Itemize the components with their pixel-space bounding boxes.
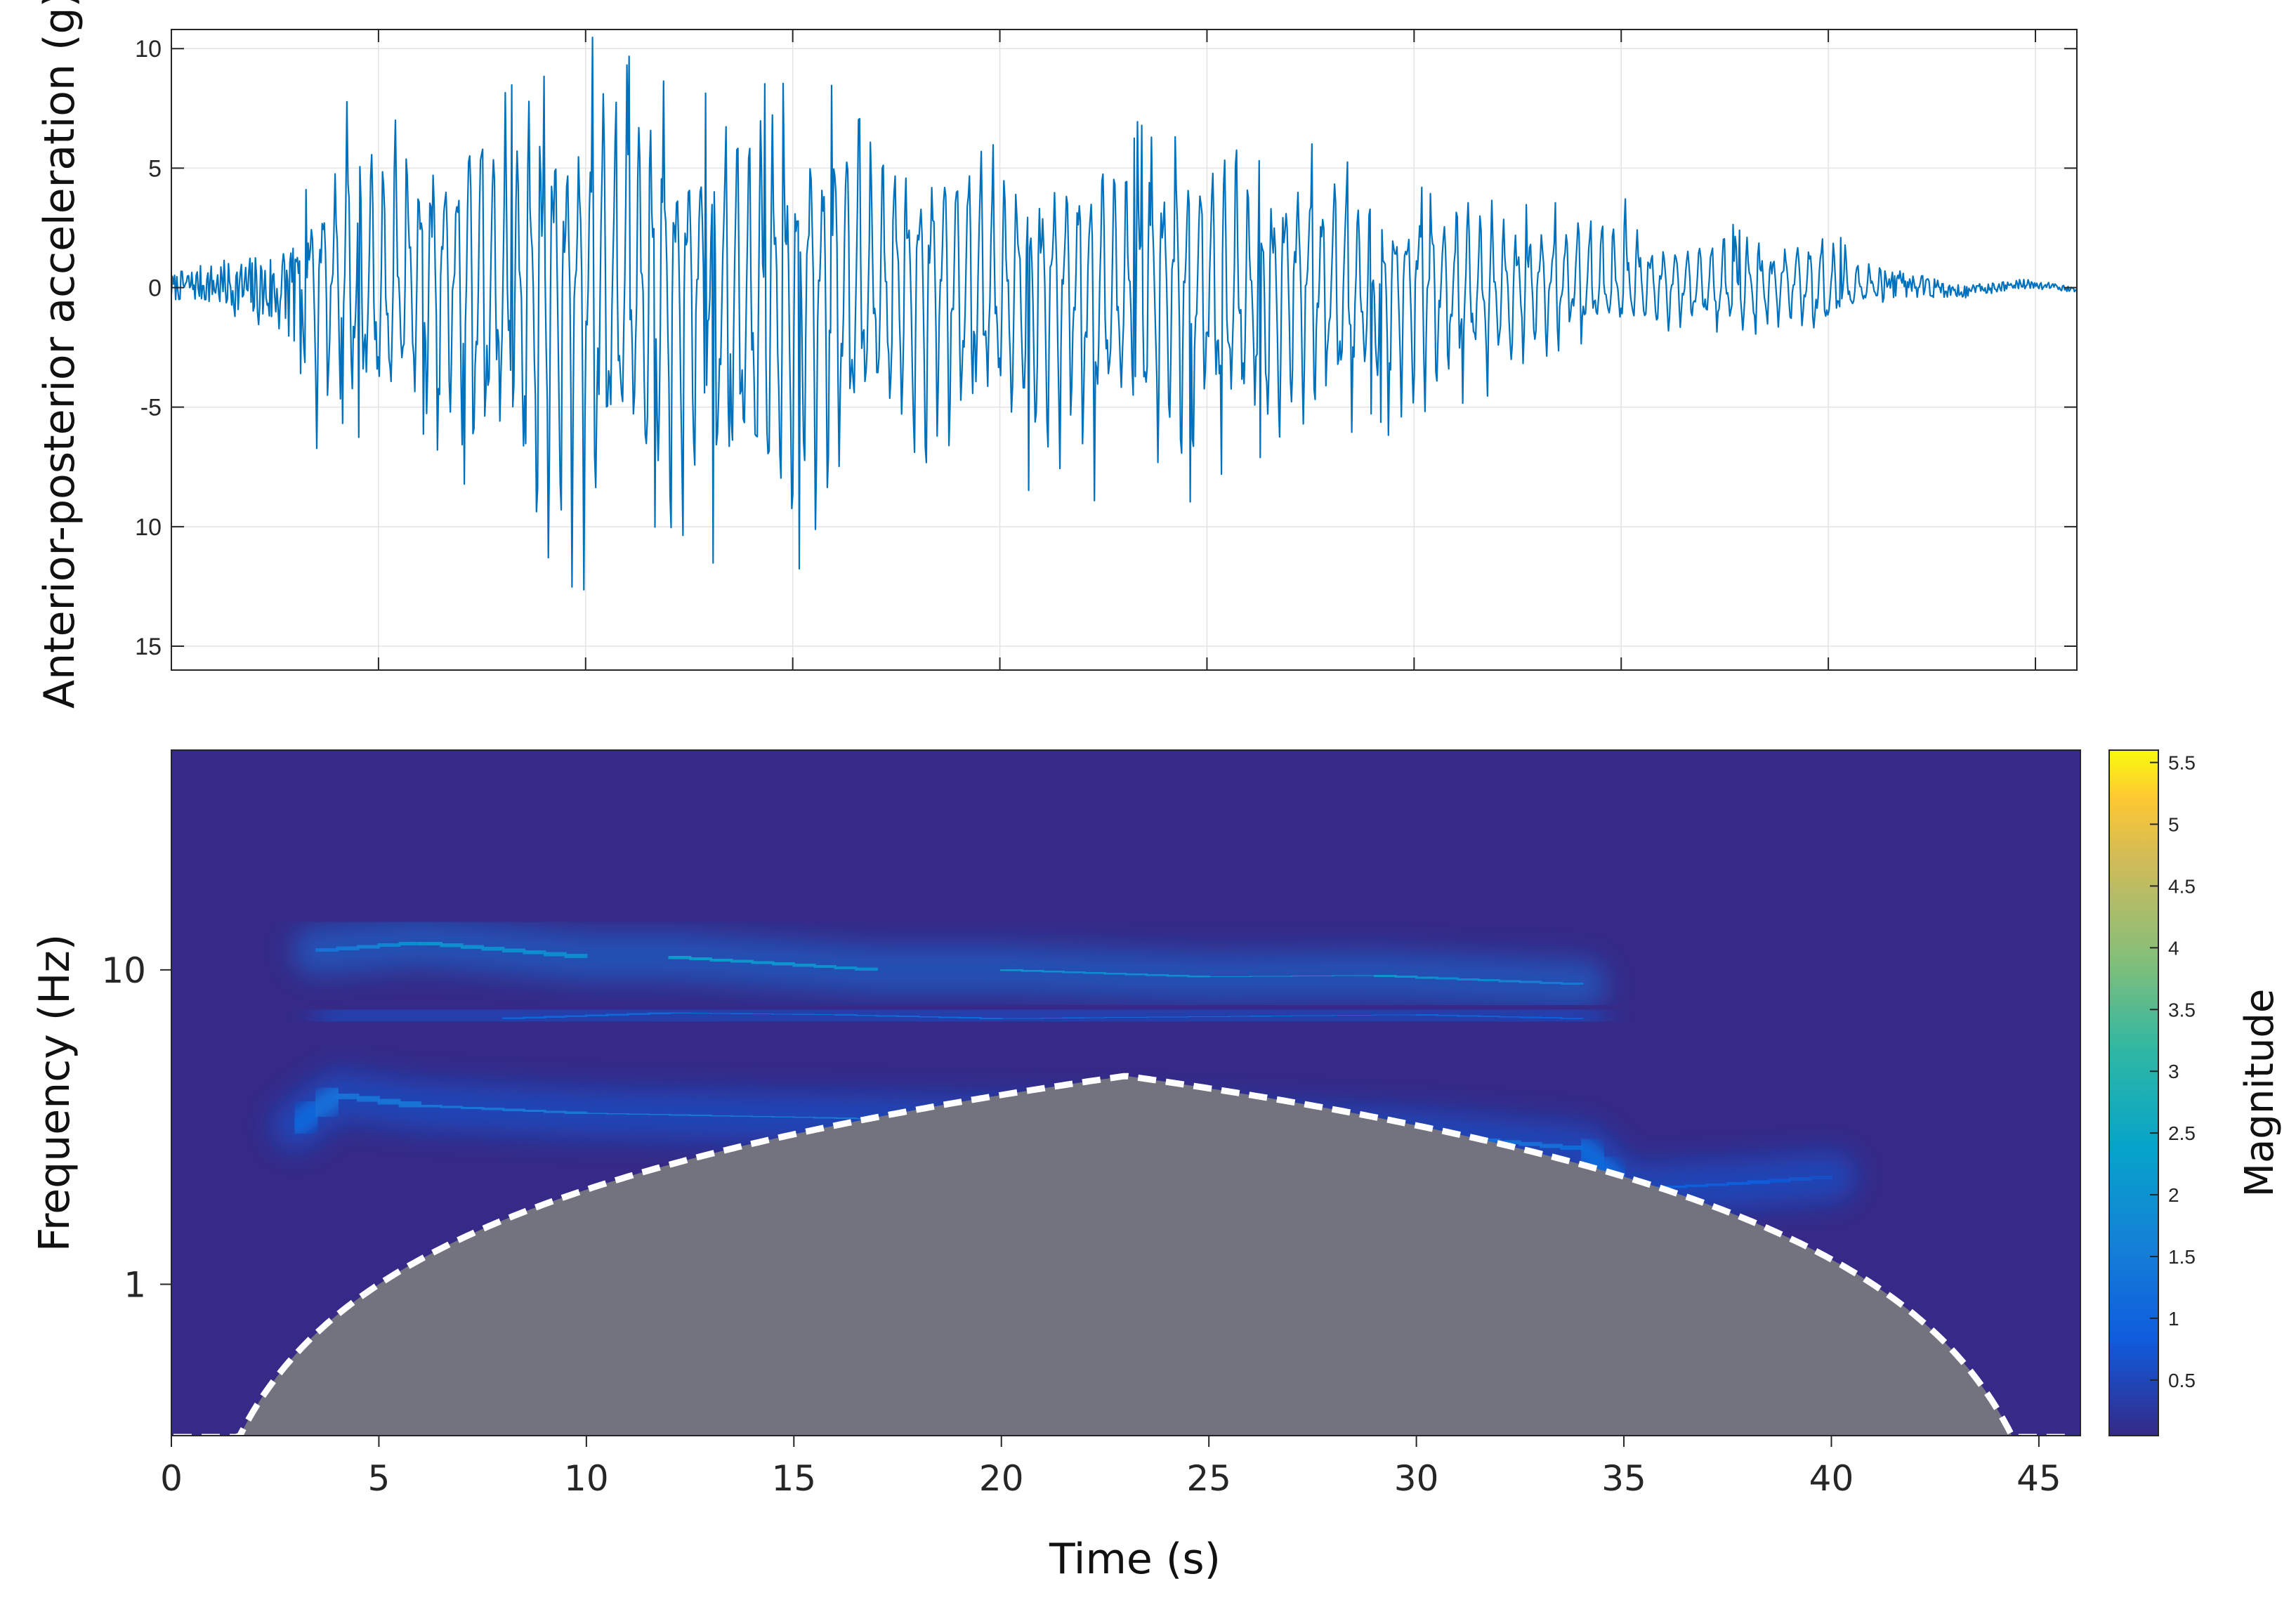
colorbar-tick-label-3: 2 — [2168, 1184, 2179, 1206]
time-x-tick-label-4: 20 — [979, 1458, 1024, 1499]
time-x-tick-label-8: 40 — [1809, 1458, 1854, 1499]
colorbar-tick-label-5: 3 — [2168, 1061, 2179, 1082]
colorbar-tick-label-1: 1 — [2168, 1308, 2179, 1330]
colorbar-tick-label-9: 5 — [2168, 814, 2179, 836]
time-x-tick-label-1: 5 — [368, 1458, 391, 1499]
colorbar-label: Magnitude — [2237, 989, 2283, 1198]
colorbar-tick-label-2: 1.5 — [2168, 1246, 2196, 1268]
colorbar-tick-label-8: 4.5 — [2168, 875, 2196, 897]
acceleration-axes-box — [171, 29, 2078, 671]
cone-of-influence-line — [173, 1073, 2075, 1436]
acceleration-plot: 10 5 0 -5 10 15 Anterior-posterior accelerati… — [35, 0, 2078, 709]
acc-y-tick-label-5: 15 — [135, 634, 162, 660]
scalogram-y-axis-label: Frequency (Hz) — [30, 934, 79, 1252]
acc-y-tick-label-4: 10 — [135, 514, 162, 541]
time-x-tick-label-0: 0 — [160, 1458, 183, 1499]
ridge-3-segment — [1549, 971, 1594, 997]
acc-y-tick-label-1: 5 — [148, 155, 162, 182]
colorbar-tick-label-0: 0.5 — [2168, 1370, 2196, 1391]
ridge-1-segment — [1798, 1165, 1844, 1191]
ridge-2-segment — [1549, 1006, 1594, 1031]
acc-y-tick-label-2: 0 — [148, 275, 162, 302]
time-x-tick-label-9: 45 — [2016, 1458, 2061, 1499]
colorbar: 0.5 1 1.5 2 2.5 3 3.5 4 4.5 5 5.5 Magnitude — [2108, 749, 2283, 1436]
scalogram-plot: 0 5 10 15 20 25 30 35 40 45 1 10 Frequency (Hz) Tim… — [30, 749, 2081, 1584]
colorbar-tick-label-7: 4 — [2168, 937, 2179, 959]
time-x-tick-label-7: 35 — [1601, 1458, 1646, 1499]
scalogram-ridge-2 — [313, 988, 1607, 1044]
colorbar-tick-label-10: 5.5 — [2168, 752, 2196, 774]
colorbar-tick-label-6: 3.5 — [2168, 999, 2196, 1021]
acc-y-tick-label-0: 10 — [135, 36, 162, 63]
colorbar-ticks: 0.5 1 1.5 2 2.5 3 3.5 4 4.5 5 5.5 — [2150, 752, 2196, 1391]
acceleration-plot-area — [171, 29, 2077, 670]
scalogram-transients — [319, 750, 1596, 934]
freq-y-tick-label-1: 10 — [101, 950, 146, 991]
colorbar-gradient — [2108, 749, 2159, 1436]
scalogram-ridge-3 — [291, 918, 1607, 1009]
acceleration-ticks: 10 5 0 -5 10 15 — [135, 29, 2077, 670]
time-axis-label: Time (s) — [1049, 1535, 1221, 1584]
acceleration-y-axis-label: Anterior-posterior acceleration (g) — [35, 0, 84, 709]
scalogram-axes-box — [171, 749, 2081, 1436]
cone-of-influence-shade — [171, 1076, 2080, 1436]
time-x-tick-label-5: 25 — [1186, 1458, 1231, 1499]
freq-y-tick-label-0: 1 — [124, 1264, 146, 1305]
time-x-tick-label-3: 15 — [771, 1458, 816, 1499]
acc-y-tick-label-3: -5 — [140, 395, 162, 421]
time-x-tick-label-6: 30 — [1394, 1458, 1439, 1499]
scalogram-ticks: 0 5 10 15 20 25 30 35 40 45 1 10 — [101, 950, 2061, 1499]
colorbar-tick-label-4: 2.5 — [2168, 1122, 2196, 1144]
acceleration-series-line — [171, 37, 2077, 591]
time-x-tick-label-2: 10 — [564, 1458, 609, 1499]
